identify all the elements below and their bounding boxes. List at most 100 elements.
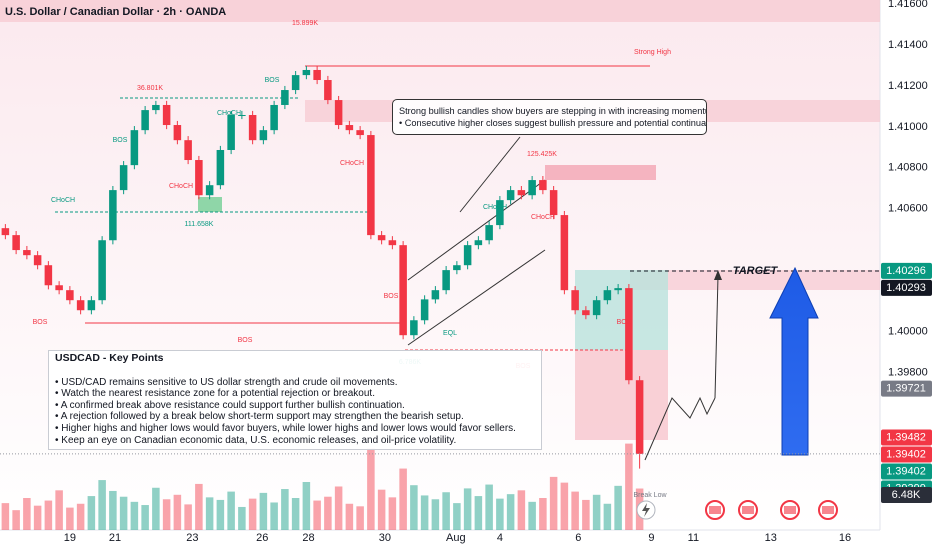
price-tag-label: 1.39402 <box>886 465 926 477</box>
key-point: • A rejection followed by a break below … <box>55 411 464 423</box>
volume-bar <box>152 487 160 530</box>
y-tick-label: 1.40000 <box>888 325 928 337</box>
volume-bar <box>109 490 117 530</box>
candle-body <box>248 115 257 141</box>
volume-bar <box>98 480 106 530</box>
volume-bar <box>539 498 547 530</box>
candle-body <box>592 300 601 316</box>
candle-body <box>162 104 171 126</box>
candle-body <box>195 160 203 196</box>
key-points-title: USDCAD - Key Points <box>55 352 164 364</box>
annotation: 15.899K <box>292 20 318 27</box>
volume-bar <box>55 490 63 530</box>
key-point: • Keep an eye on Canadian economic data,… <box>55 434 457 446</box>
candle-body <box>463 245 472 266</box>
volume-bar <box>399 468 407 530</box>
annotation: Break Low <box>633 492 667 499</box>
volume-bar <box>474 496 483 530</box>
y-tick-label: 1.41200 <box>888 80 928 92</box>
price-tag-label: 1.39482 <box>886 431 926 443</box>
candle-body <box>453 265 461 271</box>
volume-bar <box>173 494 182 530</box>
volume-bar <box>453 503 461 530</box>
volume-bar <box>463 488 472 530</box>
annotation: CHoCH <box>51 197 75 204</box>
volume-bar <box>130 501 139 530</box>
candle-body <box>506 190 515 201</box>
annotation: 125.425K <box>527 151 557 158</box>
volume-bar <box>367 448 375 530</box>
volume-bar <box>592 494 601 530</box>
x-tick-label: 23 <box>186 532 198 544</box>
candle-body <box>216 149 225 186</box>
x-tick-label: Aug <box>446 532 466 544</box>
annotation: BOS <box>617 319 632 326</box>
volume-bar <box>281 489 289 530</box>
key-point: • Higher highs and higher lows would fav… <box>55 422 516 434</box>
callout-pointer <box>459 136 521 213</box>
candle-body <box>474 240 483 246</box>
candle-body <box>141 110 149 131</box>
volume-bar <box>356 506 364 530</box>
candle-body <box>66 290 74 301</box>
x-tick-label: 9 <box>648 532 654 544</box>
candle-body <box>485 225 493 241</box>
candle-body <box>55 285 63 291</box>
zone <box>545 165 656 180</box>
candle-body <box>410 320 418 336</box>
candle-body <box>549 190 558 216</box>
callout-line: Strong bullish candles show buyers are s… <box>399 106 707 116</box>
volume-bar <box>205 497 214 530</box>
candle-body <box>227 115 235 150</box>
volume-tag <box>881 487 932 503</box>
candle-body <box>109 190 117 241</box>
annotation: EQL <box>443 330 457 337</box>
volume-bar <box>119 496 128 530</box>
x-tick-label: 19 <box>64 532 76 544</box>
x-tick-label: 26 <box>256 532 268 544</box>
volume-bar <box>33 505 42 530</box>
y-tick-label: 1.39800 <box>888 366 928 378</box>
candle-body <box>98 240 106 301</box>
volume-bar <box>517 490 526 530</box>
candle-body <box>560 215 569 291</box>
tp-zone <box>575 270 668 350</box>
price-tag-label: 1.39721 <box>886 383 926 395</box>
candle-body <box>291 75 300 91</box>
volume-bar <box>238 506 246 530</box>
candle-body <box>345 125 354 131</box>
volume-bar <box>377 489 386 530</box>
price-tag-label: 1.40296 <box>886 265 926 277</box>
annotation: BOS <box>265 77 280 84</box>
y-tick-label: 1.41400 <box>888 39 928 51</box>
y-tick-label: 1.41000 <box>888 121 928 133</box>
candle-body <box>635 380 644 454</box>
volume-bar <box>560 482 569 530</box>
candle-body <box>356 130 364 136</box>
price-tag <box>881 262 932 279</box>
volume-bar <box>248 498 257 530</box>
volume-bar <box>195 483 203 530</box>
channel-line <box>407 179 546 281</box>
volume-bar <box>270 502 278 530</box>
candle-body <box>302 69 311 76</box>
candle-body <box>238 115 246 117</box>
annotation: BOS <box>33 319 48 326</box>
target-label: TARGET <box>733 265 779 277</box>
volume-bar <box>506 494 515 530</box>
annotation: BOS <box>384 293 399 300</box>
annotation: CHoCH <box>217 110 241 117</box>
price-tag-label: 1.39402 <box>886 448 926 460</box>
candle-body <box>76 300 85 311</box>
annotation: CHoCH <box>531 214 555 221</box>
volume-bar <box>302 482 311 530</box>
candle-body <box>431 290 440 300</box>
volume-bar <box>582 499 590 530</box>
volume-bar <box>388 497 397 530</box>
volume-bar <box>549 476 558 530</box>
candle-body <box>367 135 375 236</box>
candle-body <box>539 180 547 191</box>
zone <box>198 197 222 212</box>
annotation: Strong High <box>634 49 671 56</box>
